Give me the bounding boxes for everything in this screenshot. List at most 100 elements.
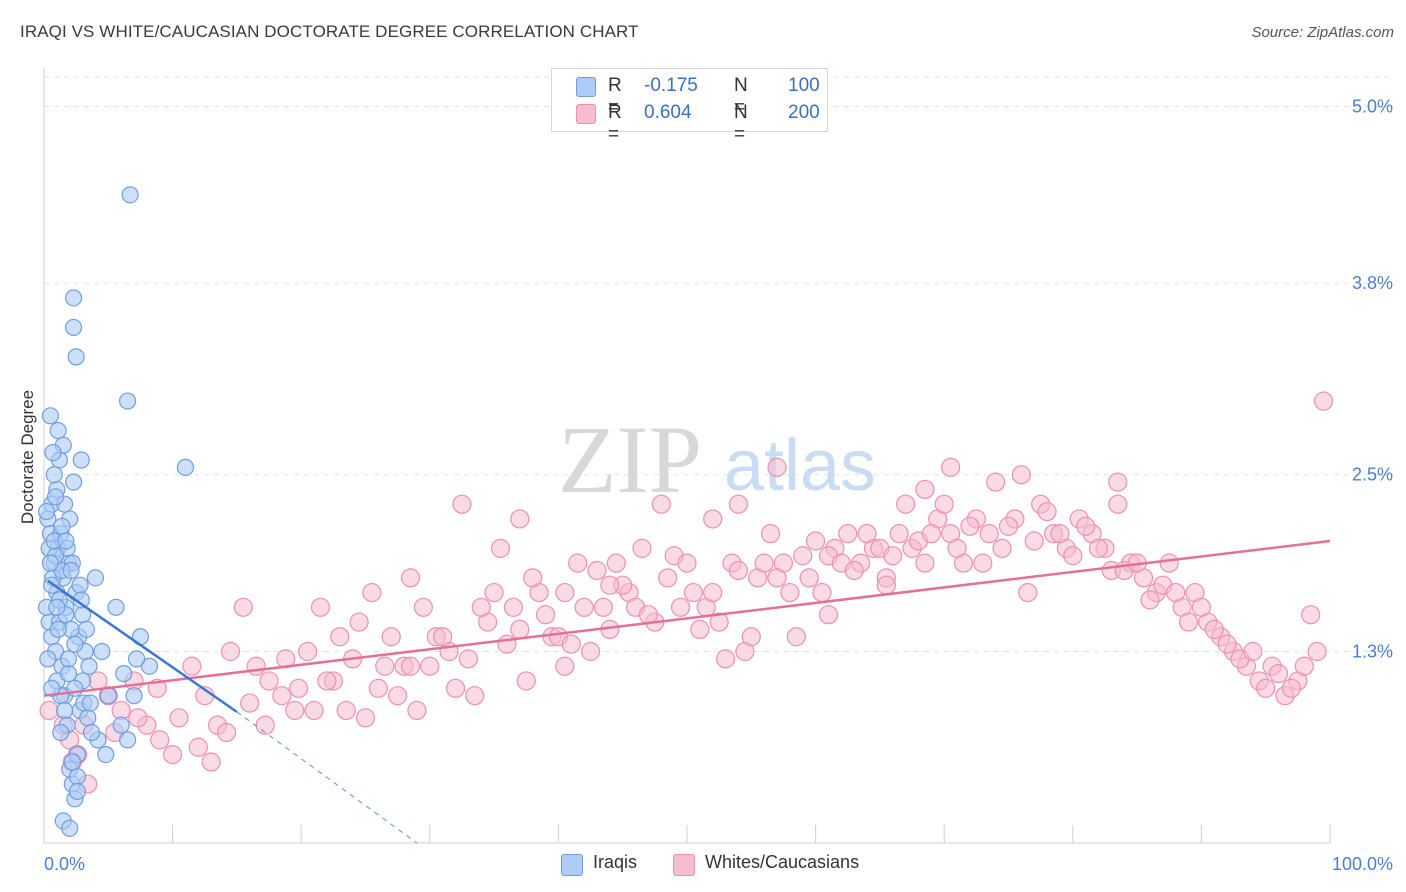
legend-swatch-whites xyxy=(576,104,596,124)
whites-point xyxy=(1166,582,1186,603)
whites-point xyxy=(915,479,935,500)
whites-point xyxy=(767,568,787,588)
whites-point xyxy=(39,700,59,721)
whites-point xyxy=(587,560,607,581)
grid-lines xyxy=(44,76,1390,652)
whites-point xyxy=(568,553,588,573)
whites-point xyxy=(1256,678,1276,698)
iraqis-point xyxy=(48,598,66,616)
iraqis-point xyxy=(71,576,89,594)
whites-point xyxy=(1313,391,1334,411)
whites-point xyxy=(703,509,723,529)
whites-trend-line xyxy=(43,539,1331,697)
whites-point xyxy=(220,641,241,662)
whites-point xyxy=(289,678,309,698)
whites-point xyxy=(818,605,839,625)
whites-point xyxy=(1037,501,1057,522)
whites-point xyxy=(1191,597,1212,617)
whites-point xyxy=(574,597,594,617)
iraqis-point xyxy=(176,458,195,476)
iraqis-trend-extension xyxy=(236,711,418,844)
iraqis-point xyxy=(77,620,96,639)
whites-point xyxy=(960,516,980,536)
whites-point xyxy=(838,524,858,544)
whites-point xyxy=(1217,634,1237,654)
whites-point xyxy=(388,686,408,706)
whites-point xyxy=(413,597,433,617)
whites-point xyxy=(992,538,1012,558)
whites-point xyxy=(535,605,556,625)
trend-lines xyxy=(43,539,1331,844)
iraqis-point xyxy=(115,664,133,683)
iraqis-point xyxy=(43,679,61,697)
whites-point xyxy=(330,627,350,647)
whites-point xyxy=(600,575,620,595)
whites-point xyxy=(1011,465,1031,485)
iraqis-point xyxy=(107,598,125,616)
whites-point xyxy=(632,538,652,558)
whites-point xyxy=(754,553,774,573)
whites-point xyxy=(1243,641,1263,662)
whites-point xyxy=(1088,538,1109,558)
iraqis-point xyxy=(45,466,63,484)
whites-point xyxy=(484,582,504,603)
legend-n-value: 100 xyxy=(788,75,820,96)
iraqis-point xyxy=(82,723,101,742)
bottom-legend-label-iraqis: Iraqis xyxy=(593,852,638,872)
whites-points xyxy=(39,391,1334,794)
whites-point xyxy=(349,612,369,632)
whites-point xyxy=(741,627,761,647)
whites-point xyxy=(555,656,575,676)
whites-point xyxy=(690,619,710,640)
whites-point xyxy=(670,597,691,617)
iraqis-point xyxy=(68,782,87,801)
whites-point xyxy=(259,671,279,691)
iraqis-point xyxy=(86,569,105,587)
whites-point xyxy=(317,671,337,691)
whites-point xyxy=(433,627,453,647)
legend-swatch-iraqis xyxy=(576,77,596,97)
iraqis-point xyxy=(79,709,97,727)
whites-point xyxy=(921,524,941,544)
whites-point xyxy=(163,745,183,765)
iraqis-point xyxy=(118,392,137,410)
whites-point xyxy=(368,678,388,698)
whites-point xyxy=(233,597,253,617)
whites-point xyxy=(606,553,626,573)
whites-point xyxy=(465,686,485,706)
whites-point xyxy=(876,575,896,595)
whites-point xyxy=(1108,472,1128,492)
whites-point xyxy=(1076,516,1096,536)
whites-point xyxy=(355,708,376,728)
iraqis-point xyxy=(68,768,87,786)
whites-point xyxy=(793,546,813,566)
whites-point xyxy=(445,678,466,698)
whites-point xyxy=(658,568,678,588)
iraqis-trend-line xyxy=(47,579,238,713)
iraqis-point xyxy=(121,186,139,204)
bottom-legend-swatch-whites xyxy=(673,854,695,876)
whites-point xyxy=(934,494,954,514)
whites-point xyxy=(998,516,1019,536)
bottom-legend-swatch-iraqis xyxy=(561,854,583,876)
iraqis-point xyxy=(62,561,80,580)
whites-point xyxy=(201,752,221,772)
y-axis-label: Doctorate Degree xyxy=(18,389,37,525)
whites-point xyxy=(1204,619,1224,640)
whites-point xyxy=(780,582,800,603)
whites-point xyxy=(285,700,305,721)
whites-point xyxy=(310,597,331,617)
whites-point xyxy=(452,494,472,514)
whites-point xyxy=(510,509,530,529)
iraqis-point xyxy=(72,451,90,469)
whites-point xyxy=(503,597,523,617)
iraqis-point xyxy=(61,819,79,837)
whites-point xyxy=(979,524,999,544)
whites-point xyxy=(272,686,292,706)
whites-point xyxy=(947,538,967,558)
y-tick-label: 1.3% xyxy=(1352,642,1393,662)
x-tick-labels: 0.0% 100.0% xyxy=(44,854,1393,874)
y-tick-label: 5.0% xyxy=(1352,96,1393,116)
watermark: ZIP atlas xyxy=(558,406,876,513)
